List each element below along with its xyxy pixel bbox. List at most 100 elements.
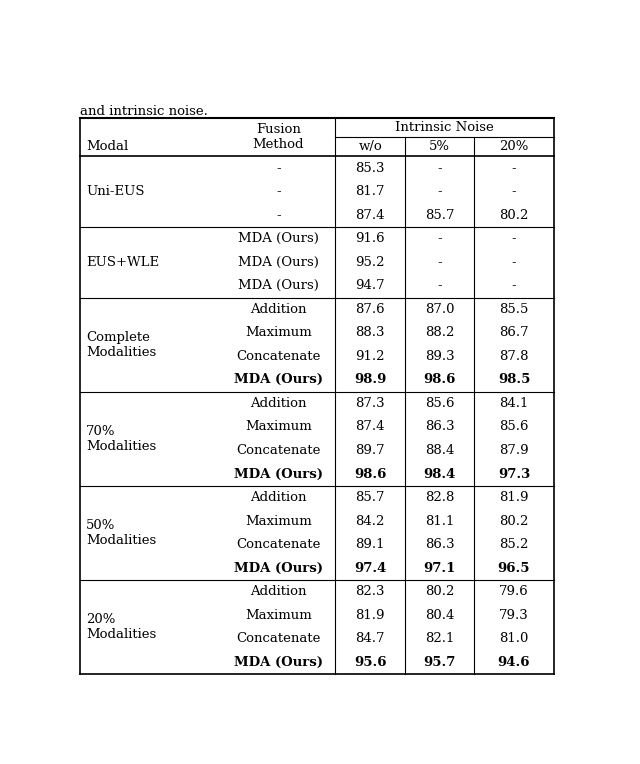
Text: 20%: 20% [499, 140, 529, 154]
Text: 91.2: 91.2 [355, 350, 385, 363]
Text: Modal: Modal [86, 140, 128, 154]
Text: Maximum: Maximum [245, 326, 312, 339]
Text: Concatenate: Concatenate [236, 444, 321, 457]
Text: 98.6: 98.6 [424, 374, 456, 387]
Text: 82.3: 82.3 [355, 585, 385, 598]
Text: -: - [512, 256, 516, 269]
Text: 88.3: 88.3 [355, 326, 385, 339]
Text: -: - [437, 256, 442, 269]
Text: -: - [276, 209, 281, 222]
Text: 97.1: 97.1 [424, 562, 456, 575]
Text: Fusion
Method: Fusion Method [253, 123, 304, 151]
Text: 87.8: 87.8 [499, 350, 529, 363]
Text: Complete
Modalities: Complete Modalities [86, 331, 156, 358]
Text: 87.4: 87.4 [355, 209, 385, 222]
Text: Addition: Addition [250, 397, 307, 410]
Text: -: - [437, 185, 442, 198]
Text: 91.6: 91.6 [355, 232, 385, 245]
Text: 80.4: 80.4 [425, 609, 454, 622]
Text: 97.4: 97.4 [354, 562, 387, 575]
Text: 80.2: 80.2 [499, 209, 529, 222]
Text: and intrinsic noise.: and intrinsic noise. [80, 105, 208, 118]
Text: Addition: Addition [250, 585, 307, 598]
Text: 98.4: 98.4 [424, 468, 456, 481]
Text: 81.0: 81.0 [499, 633, 529, 646]
Text: 82.8: 82.8 [425, 491, 454, 504]
Text: 87.9: 87.9 [499, 444, 529, 457]
Text: -: - [276, 162, 281, 175]
Text: 88.2: 88.2 [425, 326, 454, 339]
Text: -: - [276, 185, 281, 198]
Text: Intrinsic Noise: Intrinsic Noise [395, 121, 494, 134]
Text: -: - [512, 280, 516, 293]
Text: 94.7: 94.7 [355, 280, 385, 293]
Text: 84.1: 84.1 [499, 397, 529, 410]
Text: -: - [437, 280, 442, 293]
Text: 98.9: 98.9 [354, 374, 387, 387]
Text: MDA (Ours): MDA (Ours) [238, 256, 319, 269]
Text: 89.7: 89.7 [355, 444, 385, 457]
Text: 87.4: 87.4 [355, 420, 385, 433]
Text: MDA (Ours): MDA (Ours) [238, 232, 319, 245]
Text: Concatenate: Concatenate [236, 538, 321, 551]
Text: Addition: Addition [250, 303, 307, 316]
Text: Uni-EUS: Uni-EUS [86, 185, 145, 198]
Text: -: - [512, 162, 516, 175]
Text: Maximum: Maximum [245, 609, 312, 622]
Text: Addition: Addition [250, 491, 307, 504]
Text: 5%: 5% [429, 140, 450, 154]
Text: 88.4: 88.4 [425, 444, 454, 457]
Text: MDA (Ours): MDA (Ours) [234, 562, 323, 575]
Text: 98.6: 98.6 [354, 468, 387, 481]
Text: 85.7: 85.7 [355, 491, 385, 504]
Text: Maximum: Maximum [245, 515, 312, 528]
Text: 85.3: 85.3 [355, 162, 385, 175]
Text: 84.7: 84.7 [355, 633, 385, 646]
Text: 79.6: 79.6 [499, 585, 529, 598]
Text: 89.3: 89.3 [425, 350, 454, 363]
Text: EUS+WLE: EUS+WLE [86, 256, 159, 269]
Text: 98.5: 98.5 [498, 374, 530, 387]
Text: 86.7: 86.7 [499, 326, 529, 339]
Text: -: - [512, 232, 516, 245]
Text: 87.6: 87.6 [355, 303, 385, 316]
Text: Concatenate: Concatenate [236, 633, 321, 646]
Text: 94.6: 94.6 [498, 656, 531, 668]
Text: 81.7: 81.7 [355, 185, 385, 198]
Text: 85.2: 85.2 [499, 538, 529, 551]
Text: 86.3: 86.3 [425, 538, 454, 551]
Text: 82.1: 82.1 [425, 633, 454, 646]
Text: 87.3: 87.3 [355, 397, 385, 410]
Text: MDA (Ours): MDA (Ours) [234, 374, 323, 387]
Text: 95.7: 95.7 [424, 656, 456, 668]
Text: Concatenate: Concatenate [236, 350, 321, 363]
Text: 87.0: 87.0 [425, 303, 454, 316]
Text: Maximum: Maximum [245, 420, 312, 433]
Text: 80.2: 80.2 [425, 585, 454, 598]
Text: 81.9: 81.9 [499, 491, 529, 504]
Text: w/o: w/o [358, 140, 382, 154]
Text: 80.2: 80.2 [499, 515, 529, 528]
Text: 85.6: 85.6 [425, 397, 454, 410]
Text: 96.5: 96.5 [498, 562, 531, 575]
Text: 79.3: 79.3 [499, 609, 529, 622]
Text: 84.2: 84.2 [355, 515, 385, 528]
Text: 81.9: 81.9 [355, 609, 385, 622]
Text: 85.6: 85.6 [499, 420, 529, 433]
Text: 81.1: 81.1 [425, 515, 454, 528]
Text: 50%
Modalities: 50% Modalities [86, 519, 156, 547]
Text: 20%
Modalities: 20% Modalities [86, 613, 156, 641]
Text: MDA (Ours): MDA (Ours) [234, 656, 323, 668]
Text: MDA (Ours): MDA (Ours) [234, 468, 323, 481]
Text: 89.1: 89.1 [355, 538, 385, 551]
Text: -: - [437, 162, 442, 175]
Text: -: - [512, 185, 516, 198]
Text: 86.3: 86.3 [425, 420, 454, 433]
Text: -: - [437, 232, 442, 245]
Text: 95.2: 95.2 [355, 256, 385, 269]
Text: 95.6: 95.6 [354, 656, 387, 668]
Text: 85.7: 85.7 [425, 209, 454, 222]
Text: 70%
Modalities: 70% Modalities [86, 425, 156, 453]
Text: 85.5: 85.5 [499, 303, 529, 316]
Text: 97.3: 97.3 [498, 468, 530, 481]
